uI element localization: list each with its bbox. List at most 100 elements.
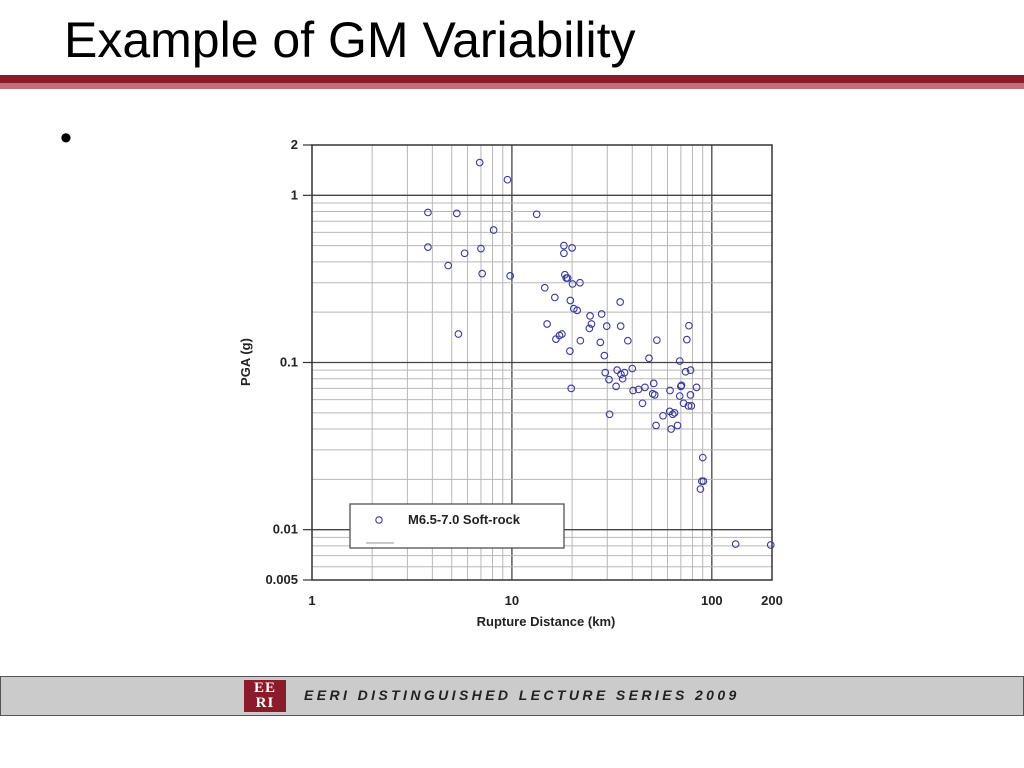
logo-top-text: EE (253, 680, 276, 696)
data-point (629, 386, 637, 395)
data-point (566, 347, 574, 355)
chart-grid (312, 145, 772, 580)
y-tick-label: 0.01 (273, 522, 298, 537)
data-point (649, 379, 658, 388)
y-tick-label: 1 (291, 187, 298, 202)
slide-title: Example of GM Variability (64, 12, 636, 68)
data-point (620, 368, 629, 377)
data-point (659, 411, 667, 420)
data-point (698, 453, 707, 462)
data-point (587, 320, 596, 328)
data-point (601, 368, 610, 377)
data-point (460, 249, 469, 258)
data-point (503, 175, 512, 184)
data-point (567, 384, 576, 393)
data-point (424, 243, 432, 251)
data-point (766, 541, 775, 549)
title-rule-accent (0, 83, 1024, 89)
legend-label: M6.5-7.0 Soft-rock (408, 512, 521, 527)
data-point (424, 208, 432, 217)
data-point (638, 399, 647, 408)
legend-box (349, 503, 565, 549)
pga-scatter-chart: 1 10 100 200 0.005 0.01 0.1 1 2 M6.5-7.0 Soft-ro… (238, 137, 783, 629)
data-point (612, 382, 620, 391)
data-point (684, 402, 693, 410)
data-point (645, 354, 653, 363)
data-point (628, 364, 637, 373)
x-tick-label: 1 (308, 593, 315, 608)
data-point (585, 324, 594, 333)
data-point (551, 293, 559, 302)
data-point (650, 391, 659, 399)
data-point (605, 410, 614, 419)
data-points (424, 158, 775, 549)
data-point (616, 298, 625, 306)
legend-marker (375, 516, 383, 524)
data-point (616, 322, 625, 330)
x-tick-label: 200 (761, 593, 783, 608)
data-point (675, 392, 684, 400)
data-point (668, 410, 677, 419)
data-point (731, 540, 740, 548)
data-point (617, 370, 625, 379)
data-point (568, 280, 577, 288)
data-point (667, 425, 676, 433)
data-point (670, 408, 679, 417)
x-tick-label: 10 (505, 593, 519, 608)
data-point (699, 477, 708, 486)
data-point (673, 421, 682, 430)
data-point (687, 402, 696, 410)
data-point (666, 386, 674, 395)
data-point (597, 310, 606, 318)
data-point (576, 336, 585, 345)
data-point (641, 383, 649, 392)
data-point (573, 306, 581, 315)
data-point (563, 274, 572, 282)
data-point (478, 269, 487, 278)
data-point (600, 351, 609, 360)
data-point (475, 158, 484, 167)
y-tick-label: 0.005 (265, 572, 298, 587)
data-point (675, 357, 684, 365)
data-point (560, 249, 568, 258)
data-point (477, 244, 485, 253)
data-point (681, 367, 690, 376)
data-point (623, 336, 632, 345)
data-point (586, 312, 594, 320)
data-point (444, 261, 453, 270)
data-point (489, 226, 498, 234)
footer-text: EERI DISTINGUISHED LECTURE SERIES 2009 (304, 687, 740, 703)
data-point (452, 209, 461, 218)
axis-ticks: 1 10 100 200 0.005 0.01 0.1 1 2 (265, 137, 782, 608)
x-tick-label: 100 (701, 593, 723, 608)
chart-legend: M6.5-7.0 Soft-rock (349, 503, 565, 549)
data-point (653, 336, 661, 345)
y-tick-label: 0.1 (280, 355, 298, 370)
data-point (596, 338, 605, 347)
data-point (540, 283, 549, 292)
y-tick-label: 2 (291, 137, 298, 152)
data-point (685, 321, 693, 330)
data-point (602, 322, 611, 330)
data-point (677, 381, 686, 390)
data-point (686, 391, 695, 399)
bullet-point: • (60, 119, 72, 157)
data-point (692, 383, 701, 392)
data-point (558, 330, 566, 338)
data-point (686, 366, 695, 374)
data-point (682, 335, 691, 344)
data-point (576, 278, 584, 287)
data-point (696, 485, 705, 493)
x-axis-label: Rupture Distance (km) (477, 614, 616, 629)
data-point (454, 330, 463, 338)
data-point (560, 241, 568, 250)
data-point (532, 210, 541, 219)
logo-bottom-text: RI (255, 695, 275, 711)
eeri-logo: EE RI (244, 680, 286, 712)
data-point (605, 375, 613, 384)
data-point (543, 320, 551, 328)
data-point (613, 366, 621, 374)
data-point (568, 244, 576, 252)
data-point (506, 271, 515, 280)
data-point (652, 421, 660, 430)
